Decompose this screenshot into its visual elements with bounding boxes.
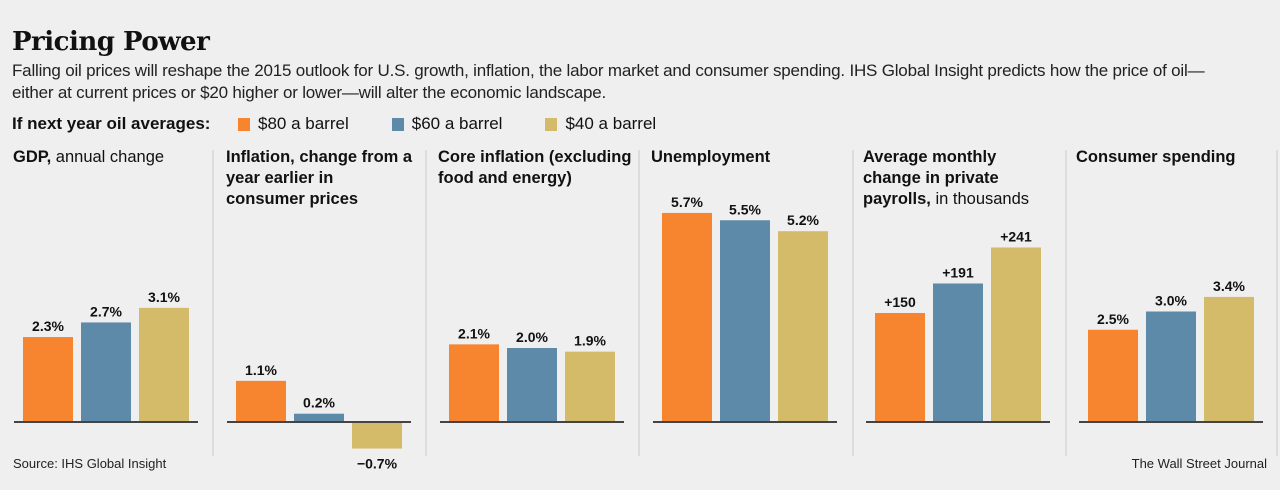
bar-label-gdp-1: 2.7% xyxy=(90,303,122,319)
bar-core-inflation-2 xyxy=(565,351,615,421)
legend-swatch-60 xyxy=(391,117,404,131)
legend-item-80: $80 a barrel xyxy=(234,114,349,134)
bar-unemployment-1 xyxy=(720,220,770,421)
panel-title-unemployment: Unemployment xyxy=(651,147,851,168)
bar-label-inflation-2: −0.7% xyxy=(357,456,398,472)
bar-inflation-0 xyxy=(236,380,286,421)
bar-label-gdp-0: 2.3% xyxy=(32,318,64,334)
bar-consumer-spending-2 xyxy=(1204,296,1254,421)
bar-payrolls-0 xyxy=(875,313,925,421)
panel-divider xyxy=(212,150,214,456)
panel-divider xyxy=(425,150,427,456)
legend-swatch-40 xyxy=(545,117,558,131)
panel-divider xyxy=(852,150,854,456)
bar-gdp-1 xyxy=(81,322,131,421)
bar-label-payrolls-1: +191 xyxy=(942,264,974,280)
bar-label-inflation-0: 1.1% xyxy=(245,362,277,378)
legend-text-80: $80 a barrel xyxy=(258,114,349,133)
panel-title-gdp: GDP, annual change xyxy=(13,147,203,168)
panel-title-payrolls: Average monthly change in private payrol… xyxy=(863,147,1048,210)
bar-label-unemployment-1: 5.5% xyxy=(729,201,761,217)
chart-subtitle: Falling oil prices will reshape the 2015… xyxy=(12,61,1205,102)
panel-title-consumer-bold: Consumer spending xyxy=(1076,148,1236,166)
panel-divider xyxy=(1065,150,1067,456)
legend-swatch-80 xyxy=(238,117,250,131)
bar-unemployment-0 xyxy=(662,212,712,421)
bar-consumer-spending-1 xyxy=(1146,311,1196,421)
legend-item-40: $40 a barrel xyxy=(541,114,656,134)
panel-title-core-bold: Core inflation (excluding food and energ… xyxy=(438,148,632,187)
bar-label-gdp-2: 3.1% xyxy=(148,289,180,305)
bar-label-payrolls-2: +241 xyxy=(1000,228,1032,244)
bar-core-inflation-1 xyxy=(507,348,557,421)
bar-label-unemployment-0: 5.7% xyxy=(671,194,703,210)
bar-label-core-inflation-2: 1.9% xyxy=(574,333,606,349)
panel-title-gdp-rest: annual change xyxy=(51,148,165,166)
legend-label: If next year oil averages: xyxy=(12,114,211,133)
bar-label-payrolls-0: +150 xyxy=(884,294,916,310)
panel-title-consumer-spending: Consumer spending xyxy=(1076,147,1266,168)
bar-inflation-1 xyxy=(294,413,344,421)
bar-unemployment-2 xyxy=(778,231,828,421)
bar-label-unemployment-2: 5.2% xyxy=(787,212,819,228)
panel-title-gdp-bold: GDP, xyxy=(13,148,52,166)
panel-title-unemployment-bold: Unemployment xyxy=(651,148,771,166)
legend-text-40: $40 a barrel xyxy=(565,114,657,133)
source-note: Source: IHS Global Insight xyxy=(13,456,167,471)
panel-title-core-inflation: Core inflation (excluding food and energ… xyxy=(438,147,638,189)
bar-inflation-2 xyxy=(352,423,402,449)
bar-label-consumer-spending-1: 3.0% xyxy=(1155,293,1187,309)
bar-payrolls-1 xyxy=(933,283,983,421)
bar-core-inflation-0 xyxy=(449,344,499,421)
legend: If next year oil averages: $80 a barrel … xyxy=(12,114,695,134)
panel-title-inflation: Inflation, change from a year earlier in… xyxy=(226,147,416,210)
bar-label-consumer-spending-2: 3.4% xyxy=(1213,278,1245,294)
panel-title-payrolls-bold: Average monthly change in private payrol… xyxy=(863,148,999,208)
panel-title-inflation-bold: Inflation, change from a year earlier in… xyxy=(226,148,413,208)
bar-label-inflation-1: 0.2% xyxy=(303,395,335,411)
bar-label-core-inflation-0: 2.1% xyxy=(458,325,490,341)
bar-label-consumer-spending-0: 2.5% xyxy=(1097,311,1129,327)
bar-label-core-inflation-1: 2.0% xyxy=(516,329,548,345)
chart-title: Pricing Power xyxy=(12,27,210,57)
bar-gdp-2 xyxy=(139,307,189,421)
panel-title-payrolls-rest: in thousands xyxy=(930,190,1030,208)
credit-note: The Wall Street Journal xyxy=(1131,456,1267,471)
legend-text-60: $60 a barrel xyxy=(411,114,503,133)
legend-item-60: $60 a barrel xyxy=(388,114,503,134)
panel-divider xyxy=(638,150,640,456)
bar-payrolls-2 xyxy=(991,247,1041,421)
bar-consumer-spending-0 xyxy=(1088,329,1138,421)
panel-divider xyxy=(1276,150,1278,456)
bar-gdp-0 xyxy=(23,337,73,421)
